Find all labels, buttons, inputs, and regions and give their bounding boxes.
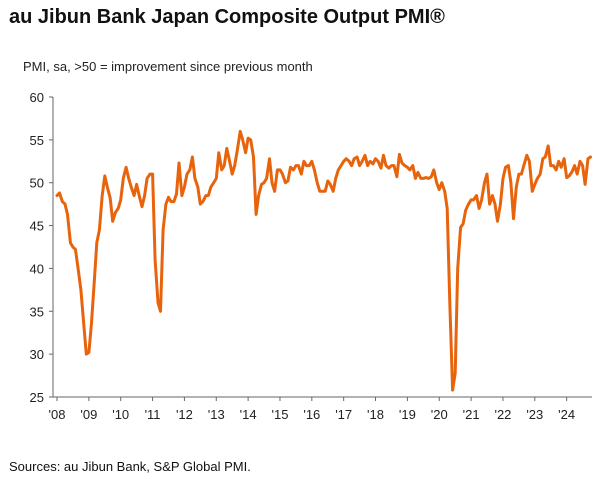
y-tick-label: 35 <box>30 304 44 319</box>
x-tick-label: '13 <box>208 407 225 422</box>
source-note: Sources: au Jibun Bank, S&P Global PMI. <box>9 459 251 474</box>
x-tick-label: '16 <box>303 407 320 422</box>
y-tick-label: 30 <box>30 347 44 362</box>
y-tick-label: 55 <box>30 133 44 148</box>
y-tick-label: 40 <box>30 261 44 276</box>
y-tick-label: 25 <box>30 390 44 405</box>
y-tick-label: 60 <box>30 90 44 105</box>
x-tick-label: '12 <box>176 407 193 422</box>
chart-title: au Jibun Bank Japan Composite Output PMI… <box>9 6 445 28</box>
x-tick-label: '09 <box>80 407 97 422</box>
x-tick-label: '24 <box>558 407 575 422</box>
y-tick-label: 50 <box>30 176 44 191</box>
y-axis-ticks: 25 30 35 40 45 50 55 60 <box>30 90 53 405</box>
series-line-composite-pmi <box>55 129 592 392</box>
x-tick-label: '22 <box>494 407 511 422</box>
x-tick-label: '08 <box>49 407 66 422</box>
x-tick-label: '11 <box>145 407 161 422</box>
chart-subtitle: PMI, sa, >50 = improvement since previou… <box>23 59 313 74</box>
x-tick-label: '23 <box>526 407 543 422</box>
x-tick-label: '20 <box>431 407 448 422</box>
x-tick-label: '18 <box>367 407 384 422</box>
x-tick-label: '10 <box>112 407 129 422</box>
x-tick-label: '21 <box>463 407 480 422</box>
x-axis-ticks: '08 '09 '10 '11 '12 '13 '14 '15 '16 '17 '18 '19 '20 '… <box>49 397 575 422</box>
x-tick-label: '19 <box>399 407 416 422</box>
y-tick-label: 45 <box>30 219 44 234</box>
x-tick-label: '17 <box>335 407 352 422</box>
x-tick-label: '15 <box>271 407 288 422</box>
x-tick-label: '14 <box>240 407 257 422</box>
